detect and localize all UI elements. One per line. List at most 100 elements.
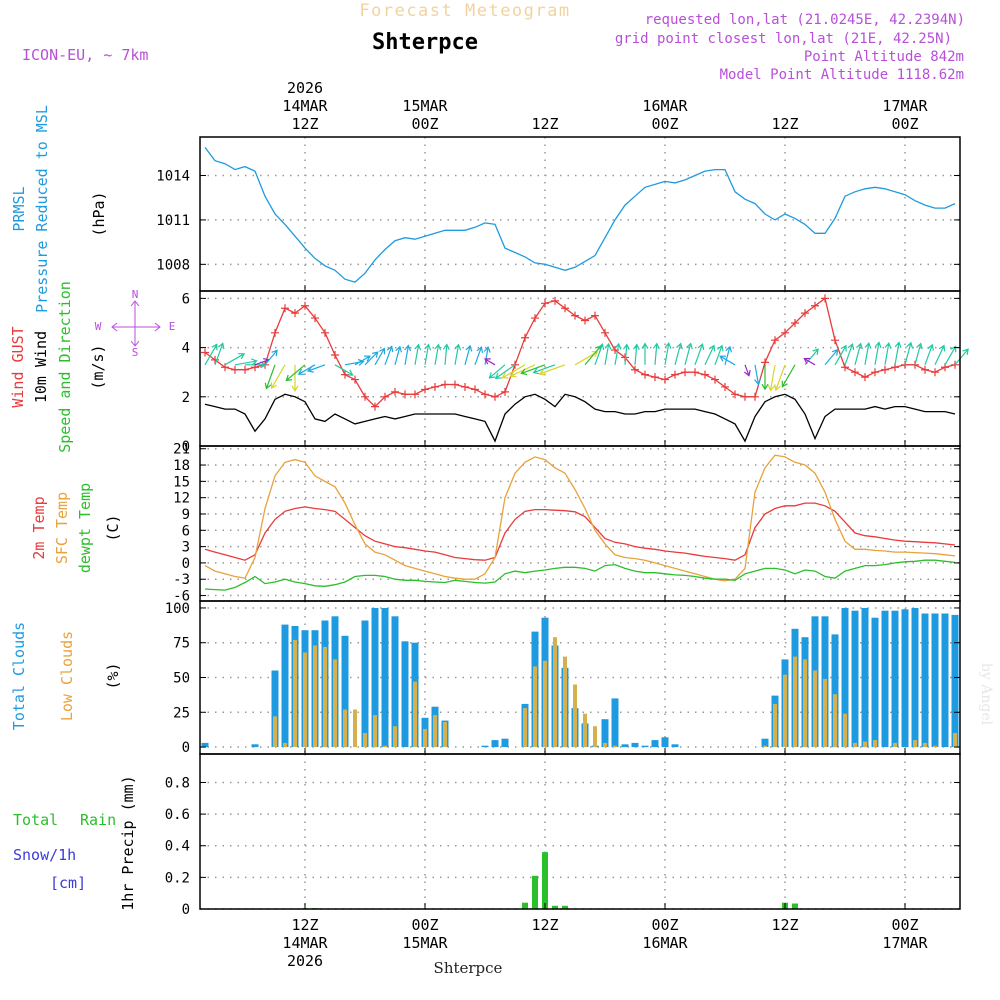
y-tick-label: -3 <box>173 572 190 588</box>
precip-unit-label: 1hr Precip (mm) <box>119 775 137 910</box>
wind-arrow-icon <box>264 364 276 390</box>
pressure-labels: PRMSL Pressure Reduced to MSL (hPa) <box>10 105 108 313</box>
bar-total-clouds <box>201 742 209 748</box>
bottom-time-label: 12Z <box>771 916 798 934</box>
gust-marker <box>291 309 299 318</box>
wind-arrow-icon <box>803 357 816 366</box>
wind-arrow-icon <box>894 341 902 365</box>
bar-low-clouds <box>853 742 857 748</box>
compass-south: S <box>132 346 139 359</box>
top-time-label: 00Z <box>891 115 918 133</box>
bottom-time-label: 17MAR <box>882 934 928 952</box>
bar-low-clouds <box>583 713 587 748</box>
bar-low-clouds <box>613 745 617 748</box>
wind-arrow-icon <box>404 344 412 365</box>
y-tick-label: 15 <box>173 474 190 490</box>
gust-marker <box>351 375 359 384</box>
gust-marker <box>931 368 939 377</box>
bar-low-clouds <box>323 646 327 747</box>
y-tick-label: 0.8 <box>165 775 190 791</box>
wind-arrow-icon <box>204 343 218 366</box>
bar-low-clouds <box>303 652 307 748</box>
gust-marker <box>521 333 529 342</box>
series-line-10m-wind <box>204 393 956 443</box>
wind-10m-label: 10m Wind <box>32 331 50 403</box>
gust-marker <box>751 392 759 401</box>
bar-low-clouds <box>833 694 837 748</box>
bar-total-clouds <box>911 608 919 748</box>
grid-point-location: grid point closest lon,lat (21E, 42.25N) <box>615 31 952 47</box>
wind-arrow-icon <box>641 342 649 365</box>
wind-arrow-icon <box>614 342 622 365</box>
wind-arrow-icon <box>264 349 278 366</box>
point-altitude: Point Altitude 842m <box>804 49 964 65</box>
bar-low-clouds <box>433 715 437 748</box>
wind-arrow-icon <box>414 343 422 365</box>
y-tick-label: 0.2 <box>165 870 190 886</box>
wind-arrow-icon <box>538 364 566 376</box>
gust-marker <box>691 368 699 377</box>
bottom-time-label: 2026 <box>287 952 323 970</box>
temp-labels: 2m Temp SFC Temp dewpt Temp (C) <box>30 483 122 573</box>
bar-low-clouds <box>803 659 807 747</box>
series-line-wind-gust <box>204 297 956 408</box>
bar-total-clouds <box>601 719 609 747</box>
wind-arrow-icon <box>291 364 299 392</box>
wind-arrow-icon <box>604 342 612 365</box>
wind-arrow-icon <box>854 342 863 365</box>
bar-low-clouds <box>363 733 367 747</box>
wind-arrow-icon <box>434 343 442 365</box>
gust-marker <box>641 370 649 379</box>
bar-low-clouds <box>773 703 777 747</box>
wind-arrow-icon <box>719 355 736 366</box>
wind-arrow-icon <box>307 364 326 373</box>
bar-low-clouds <box>863 741 867 748</box>
bar-low-clouds <box>413 681 417 748</box>
gust-marker <box>601 328 609 337</box>
wind-arrow-icon <box>874 341 882 365</box>
bar-total-clouds <box>651 740 659 748</box>
pressure-msl-label: Pressure Reduced to MSL <box>33 105 51 313</box>
wind-arrow-icon <box>270 364 286 390</box>
bar-total-clouds <box>271 670 279 747</box>
model-point-altitude: Model Point Altitude 1118.62m <box>720 67 964 83</box>
wind-arrow-icon <box>824 348 839 366</box>
wind-labels: Wind GUST 10m Wind Speed and Direction (… <box>9 281 175 453</box>
chart-marks <box>200 147 969 910</box>
precip-labels: Total Rain Snow/1h [cm] 1hr Precip (mm) <box>13 775 137 910</box>
wind-arrow-icon <box>834 344 847 366</box>
wind-arrow-icon <box>509 364 536 378</box>
y-tick-label: 12 <box>173 491 190 507</box>
y-tick-label: 4 <box>182 341 190 357</box>
gust-marker <box>811 301 819 310</box>
series-line-prmsl <box>204 147 956 283</box>
wind-arrow-icon <box>254 358 270 366</box>
wind-arrow-icon <box>334 364 354 376</box>
bar-low-clouds <box>523 708 527 747</box>
bar-low-clouds <box>343 709 347 748</box>
bar-low-clouds <box>923 742 927 748</box>
pressure-unit-label: (hPa) <box>90 191 108 236</box>
gust-marker <box>951 360 959 369</box>
y-tick-label: 2 <box>182 390 190 406</box>
bar-total-rain <box>552 905 558 909</box>
y-tick-label: 0 <box>182 439 190 455</box>
bottom-time-label: 00Z <box>651 916 678 934</box>
gust-marker <box>721 382 729 391</box>
y-tick-label: 50 <box>173 671 190 687</box>
temp-dewpt-label: dewpt Temp <box>76 483 94 573</box>
gust-marker <box>671 370 679 379</box>
gust-marker <box>271 328 279 337</box>
bar-total-clouds <box>861 608 869 748</box>
bar-total-clouds <box>891 610 899 747</box>
bar-low-clouds <box>593 726 597 748</box>
bar-total-clouds <box>381 608 389 748</box>
gust-marker <box>411 390 419 399</box>
y-tick-label: 1014 <box>156 169 190 185</box>
bottom-time-label: 12Z <box>291 916 318 934</box>
wind-arrow-icon <box>632 343 640 365</box>
snow-label: Snow/1h <box>13 846 76 864</box>
bottom-time-label: 12Z <box>531 916 558 934</box>
bar-low-clouds <box>283 742 287 748</box>
bar-low-clouds <box>293 639 297 747</box>
